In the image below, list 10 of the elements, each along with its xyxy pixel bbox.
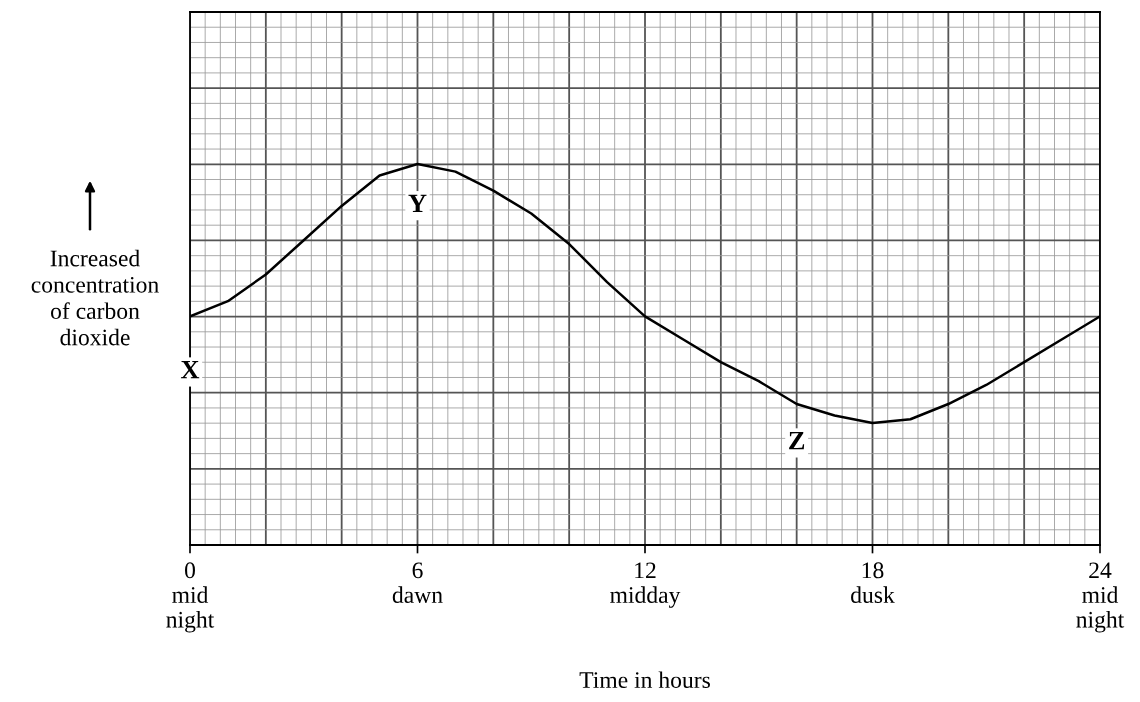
x-tick-label: 18 dusk	[851, 562, 895, 603]
x-tick-label: 6 dawn	[392, 562, 443, 603]
x-tick-label: 12 midday	[610, 562, 681, 608]
annotation: X	[180, 361, 200, 379]
annotation: Z	[789, 431, 805, 450]
annotation: Y	[408, 194, 427, 213]
y-axis-title: Increased concentration of carbon dioxide	[31, 249, 159, 346]
x-axis-title: Time in hours	[579, 671, 710, 689]
x-tick-label: 0 mid night	[166, 562, 215, 633]
x-tick-label: 24 mid night	[1076, 562, 1125, 633]
